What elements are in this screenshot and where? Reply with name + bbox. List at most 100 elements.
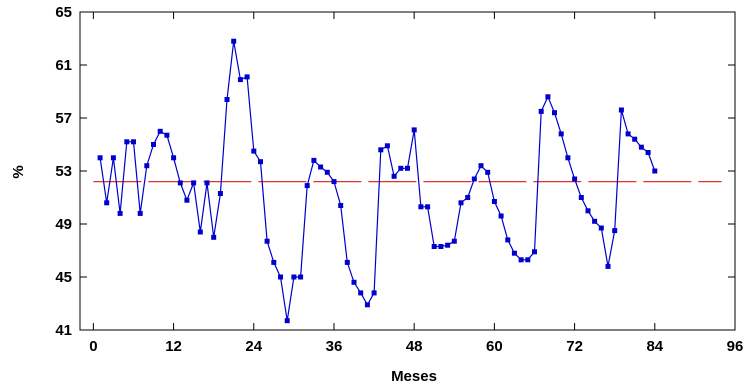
- data-point-marker: [298, 274, 304, 280]
- data-point-marker: [552, 110, 557, 116]
- plot-border: [79, 11, 736, 331]
- data-point-marker: [244, 74, 250, 80]
- data-point-marker: [278, 274, 283, 280]
- data-point-marker: [231, 38, 237, 44]
- data-point-marker: [511, 250, 517, 256]
- data-point-marker: [318, 164, 324, 170]
- y-tick-label: 53: [55, 163, 72, 180]
- y-tick-label: 41: [55, 322, 72, 339]
- data-point-marker: [324, 169, 330, 175]
- data-point-marker: [471, 176, 477, 182]
- data-point-marker: [311, 157, 317, 163]
- data-point-marker: [438, 244, 444, 249]
- x-tick-label: 48: [406, 338, 423, 355]
- data-point-marker: [391, 173, 397, 179]
- data-point-marker: [284, 318, 290, 324]
- data-point-marker: [445, 242, 451, 248]
- data-point-marker: [498, 213, 504, 219]
- plot-frame: [79, 11, 736, 331]
- data-point-marker: [505, 237, 511, 243]
- data-point-marker: [251, 148, 257, 154]
- data-point-marker: [237, 77, 243, 83]
- x-tick-label: 0: [89, 338, 97, 355]
- data-point-marker: [151, 142, 156, 147]
- data-point-marker: [465, 195, 471, 200]
- data-point-marker: [224, 97, 230, 102]
- data-point-marker: [538, 108, 544, 114]
- x-tick-label: 96: [727, 338, 744, 355]
- data-point-marker: [104, 200, 110, 206]
- data-point-marker: [351, 279, 357, 285]
- y-tick-label: 61: [55, 57, 72, 74]
- x-tick-label: 72: [566, 338, 583, 355]
- data-point-marker: [191, 180, 197, 186]
- data-point-marker: [384, 143, 390, 149]
- data-point-marker: [271, 259, 277, 265]
- data-point-marker: [451, 238, 457, 244]
- x-tick-label: 24: [245, 338, 262, 355]
- data-point-marker: [258, 159, 263, 165]
- data-point-marker: [645, 150, 651, 155]
- data-point-marker: [431, 244, 437, 249]
- y-tick-label: 65: [55, 4, 72, 21]
- data-point-marker: [491, 199, 497, 204]
- data-point-marker: [137, 210, 143, 216]
- data-point-marker: [605, 263, 611, 269]
- x-tick-label: 36: [326, 338, 343, 355]
- data-point-marker: [585, 208, 591, 214]
- data-point-marker: [291, 274, 297, 280]
- data-point-marker: [211, 234, 217, 240]
- data-point-marker: [545, 94, 551, 100]
- data-point-marker: [525, 257, 531, 263]
- y-tick-label: 49: [55, 216, 72, 233]
- data-point-marker: [117, 210, 123, 216]
- data-point-marker: [572, 176, 578, 182]
- data-point-marker: [197, 229, 203, 235]
- data-point-marker: [344, 259, 350, 265]
- data-point-marker: [164, 132, 170, 138]
- data-point-marker: [304, 183, 310, 189]
- data-point-marker: [171, 155, 177, 161]
- data-point-marker: [418, 204, 424, 210]
- data-point-marker: [264, 238, 270, 244]
- data-point-marker: [598, 225, 604, 231]
- data-point-marker: [204, 180, 210, 186]
- data-point-marker: [405, 165, 410, 171]
- data-point-marker: [157, 128, 163, 134]
- data-point-marker: [625, 131, 631, 137]
- series-line-group: [99, 41, 656, 321]
- data-point-marker: [612, 228, 618, 234]
- x-tick-label: 12: [165, 338, 182, 355]
- x-tick-group: 0 12 24 36 48 60 72 84 96: [89, 12, 743, 355]
- data-point-marker: [458, 200, 464, 206]
- y-tick-label: 57: [55, 110, 72, 127]
- data-point-marker: [518, 257, 524, 263]
- data-point-marker: [97, 155, 103, 161]
- y-axis-label: %: [10, 165, 27, 178]
- data-point-marker: [338, 203, 344, 208]
- data-point-marker: [532, 249, 537, 255]
- data-point-marker: [558, 131, 564, 137]
- data-point-marker: [485, 169, 491, 175]
- data-point-marker: [478, 163, 484, 169]
- data-point-marker: [618, 107, 624, 113]
- data-point-marker: [184, 197, 190, 203]
- data-point-marker: [217, 191, 223, 196]
- data-point-marker: [565, 155, 571, 161]
- data-point-marker: [411, 127, 417, 133]
- data-point-marker: [358, 290, 364, 296]
- data-point-marker: [331, 179, 337, 185]
- y-tick-label: 45: [55, 269, 72, 286]
- data-point-marker: [632, 136, 638, 142]
- data-point-marker: [378, 147, 384, 153]
- data-point-marker: [371, 290, 377, 296]
- x-axis-label: Meses: [391, 368, 437, 385]
- data-point-marker: [652, 168, 658, 174]
- y-tick-group: 41 45 49 53 57 61 65: [55, 4, 735, 339]
- series-marker-group: [97, 38, 658, 324]
- data-point-marker: [364, 302, 370, 308]
- data-point-marker: [592, 218, 598, 224]
- data-point-marker: [425, 204, 431, 210]
- data-point-marker: [638, 144, 644, 150]
